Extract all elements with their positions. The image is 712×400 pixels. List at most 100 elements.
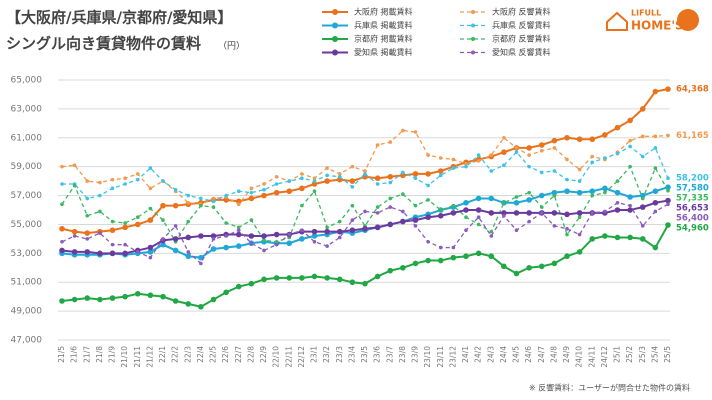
x-tick-label: 23/8 <box>398 346 407 363</box>
data-point <box>72 234 77 238</box>
data-point <box>425 257 431 264</box>
data-point <box>84 230 91 236</box>
data-point <box>198 233 204 239</box>
legend-label: 愛知県 反響賃料 <box>492 47 551 57</box>
legend-label: 兵庫県 反響賃料 <box>492 20 551 30</box>
data-point <box>463 199 469 206</box>
data-point <box>375 211 380 215</box>
data-point <box>639 236 646 242</box>
data-point <box>60 164 64 169</box>
x-tick-label: 21/10 <box>120 346 129 368</box>
x-tick-label: 21/7 <box>82 346 91 363</box>
series <box>60 144 670 204</box>
data-point <box>577 179 582 183</box>
data-point <box>262 187 266 192</box>
x-tick-label: 22/4 <box>196 346 205 363</box>
data-point <box>577 167 582 172</box>
data-point <box>85 237 90 241</box>
data-point <box>640 134 645 139</box>
data-point <box>211 199 216 204</box>
data-point <box>148 206 153 211</box>
data-point <box>211 205 216 209</box>
data-point <box>401 128 405 133</box>
data-point <box>72 163 77 168</box>
data-point <box>199 261 203 266</box>
data-point <box>615 151 620 156</box>
data-point <box>274 242 279 247</box>
data-point <box>527 153 531 157</box>
data-point <box>501 149 507 156</box>
logo: LIFULL HOME'S <box>606 9 699 33</box>
data-point <box>186 200 191 205</box>
data-label: 58,200 <box>676 174 709 184</box>
data-label: 61,165 <box>676 131 709 141</box>
x-tick-label: 21/8 <box>95 346 104 363</box>
data-point <box>639 192 646 199</box>
data-point <box>501 210 507 216</box>
legend-item: 京都府 掲載賃料 <box>322 34 413 44</box>
data-point <box>589 188 596 195</box>
data-point <box>185 234 192 241</box>
legend-marker <box>332 9 338 15</box>
data-point <box>375 143 380 147</box>
data-point <box>438 208 443 212</box>
data-point <box>653 209 658 214</box>
y-tick-label: 57,000 <box>11 191 43 201</box>
data-point <box>576 249 583 255</box>
logo-mascot <box>677 9 699 31</box>
legend-label: 兵庫県 掲載賃料 <box>354 20 413 30</box>
data-point <box>274 239 279 244</box>
data-point <box>223 289 229 296</box>
x-tick-label: 25/5 <box>663 346 672 363</box>
x-tick-label: 21/11 <box>133 346 142 368</box>
data-point <box>401 209 405 214</box>
data-point <box>211 196 216 201</box>
data-point <box>551 137 558 144</box>
data-point <box>538 192 545 199</box>
data-point <box>388 205 393 209</box>
legend-item: 大阪府 掲載賃料 <box>322 7 413 17</box>
data-point <box>552 224 557 228</box>
data-point <box>60 182 64 186</box>
data-point <box>172 298 179 304</box>
data-point <box>514 228 519 233</box>
data-point <box>59 298 65 304</box>
data-point <box>273 189 280 196</box>
legend-label: 愛知県 掲載賃料 <box>354 47 413 57</box>
data-point <box>614 189 621 196</box>
data-point <box>350 203 355 208</box>
x-tick-label: 22/1 <box>158 346 167 363</box>
data-point <box>603 190 607 195</box>
data-point <box>186 193 191 198</box>
data-point <box>60 202 64 207</box>
data-point <box>98 209 102 214</box>
y-tick-label: 51,000 <box>11 278 43 288</box>
legend-label: 大阪府 反響賃料 <box>492 7 551 17</box>
data-point <box>299 185 305 192</box>
data-point <box>640 224 645 228</box>
data-point <box>349 227 356 234</box>
data-point <box>526 264 532 271</box>
data-point <box>514 146 519 150</box>
data-point <box>615 179 620 183</box>
data-point <box>628 203 632 208</box>
x-tick-label: 22/11 <box>284 346 293 368</box>
series <box>60 200 670 266</box>
data-point <box>666 188 670 193</box>
legend-marker <box>332 36 338 42</box>
legend-label: 京都府 反響賃料 <box>492 34 551 44</box>
data-point <box>236 189 241 194</box>
y-tick-label: 49,000 <box>11 307 43 317</box>
data-point <box>262 248 266 253</box>
data-point <box>286 275 293 281</box>
data-point <box>311 228 318 235</box>
data-label: 54,960 <box>676 224 709 234</box>
data-point <box>249 186 254 191</box>
x-tick-label: 23/11 <box>436 346 445 368</box>
x-tick-label: 24/7 <box>537 346 546 363</box>
data-point <box>640 154 645 159</box>
data-point <box>539 170 544 175</box>
data-point <box>300 203 304 208</box>
data-point <box>564 188 570 195</box>
data-point <box>312 176 317 181</box>
